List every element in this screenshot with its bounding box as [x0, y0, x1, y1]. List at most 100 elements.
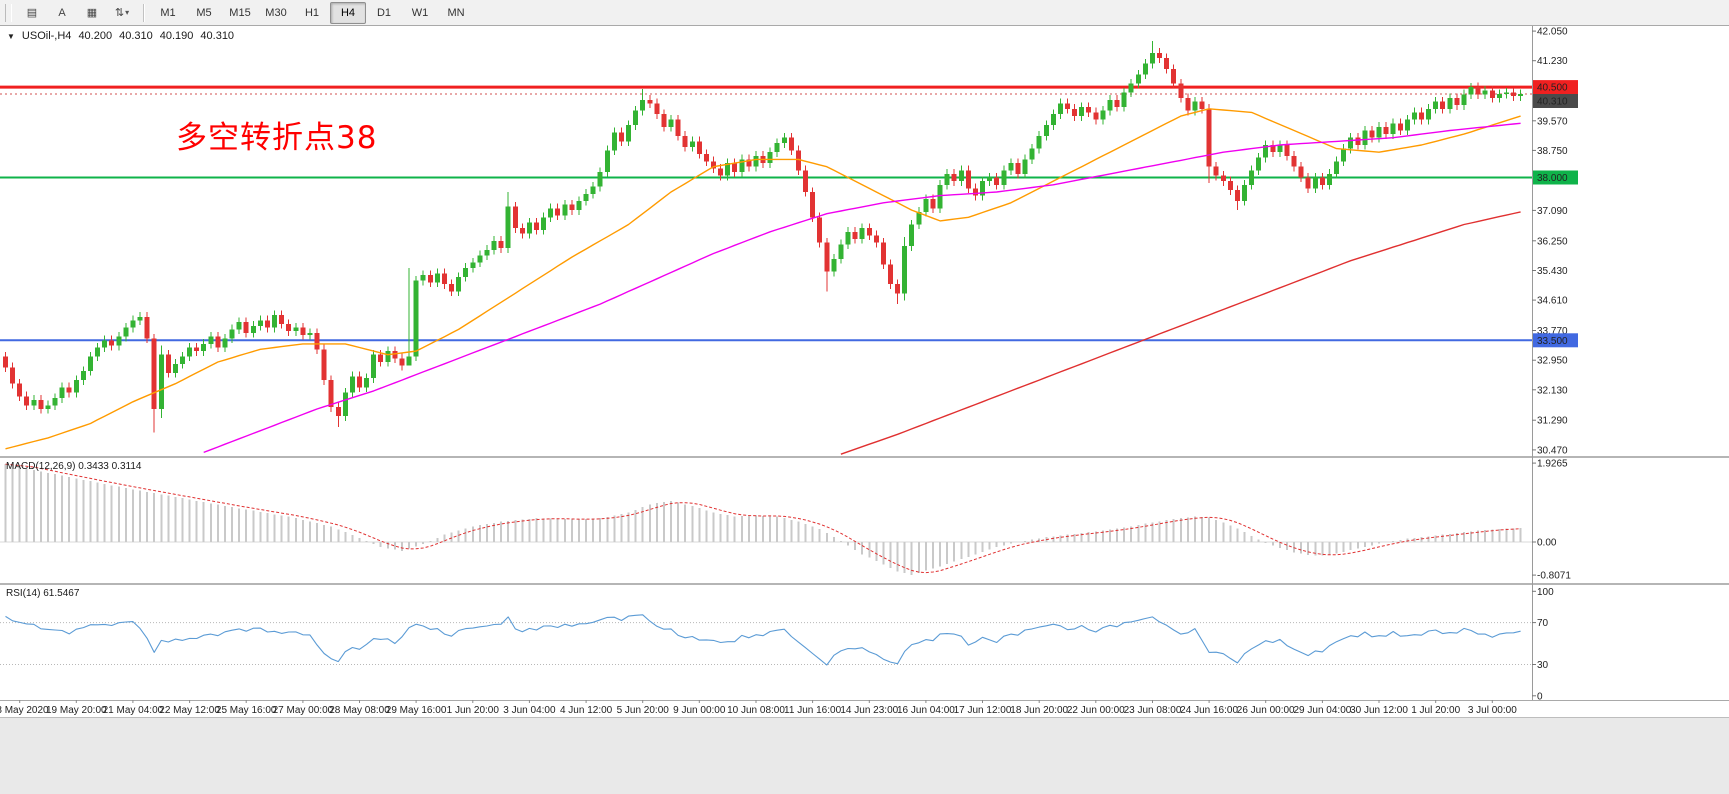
svg-text:31.290: 31.290 — [1537, 416, 1568, 427]
timeframe-button-d1[interactable]: D1 — [376, 6, 392, 19]
svg-text:100: 100 — [1537, 587, 1554, 598]
svg-text:9 Jun 00:00: 9 Jun 00:00 — [673, 705, 726, 716]
macd-label: MACD(12,26,9) 0.3433 0.3114 — [6, 461, 142, 472]
svg-text:10 Jun 08:00: 10 Jun 08:00 — [727, 705, 785, 716]
svg-text:24 Jun 16:00: 24 Jun 16:00 — [1180, 705, 1238, 716]
svg-text:17 Jun 12:00: 17 Jun 12:00 — [954, 705, 1012, 716]
macd-axis[interactable]: 1.9265 0.00 -0.8071 — [1532, 459, 1571, 582]
ma-slow-red — [840, 211, 1521, 455]
svg-text:18 Jun 20:00: 18 Jun 20:00 — [1010, 705, 1068, 716]
ohlc-high: 40.310 — [119, 30, 153, 42]
svg-text:36.250: 36.250 — [1537, 236, 1568, 247]
svg-text:42.050: 42.050 — [1537, 27, 1568, 38]
svg-text:40.310: 40.310 — [1537, 97, 1568, 108]
chart-shift-icon[interactable]: ▤ — [26, 7, 38, 19]
svg-text:0: 0 — [1537, 691, 1543, 702]
svg-text:37.090: 37.090 — [1537, 206, 1568, 217]
svg-text:21 May 04:00: 21 May 04:00 — [103, 705, 164, 716]
svg-text:32.950: 32.950 — [1537, 356, 1568, 367]
bottom-strip — [0, 717, 1729, 794]
svg-text:32.130: 32.130 — [1537, 385, 1568, 396]
svg-text:35.430: 35.430 — [1537, 266, 1568, 277]
svg-text:30 Jun 12:00: 30 Jun 12:00 — [1350, 705, 1408, 716]
symbol-ohlc-line: ▼ USOil-,H4 40.200 40.310 40.190 40.310 — [7, 30, 234, 42]
candlesticks — [3, 40, 1524, 433]
svg-text:30.470: 30.470 — [1537, 445, 1568, 456]
svg-text:27 May 00:00: 27 May 00:00 — [273, 705, 334, 716]
text-label-icon[interactable]: A — [58, 6, 66, 19]
toolbar-separator — [143, 3, 144, 22]
macd-signal-line — [5, 463, 1521, 574]
timeframe-button-m1[interactable]: M1 — [160, 6, 176, 19]
svg-text:16 Jun 04:00: 16 Jun 04:00 — [897, 705, 955, 716]
svg-text:5 Jun 20:00: 5 Jun 20:00 — [617, 705, 670, 716]
rsi-levels — [0, 622, 1532, 665]
svg-text:11 Jun 16:00: 11 Jun 16:00 — [784, 705, 842, 716]
macd-histogram — [4, 464, 1522, 575]
price-axis[interactable]: 42.050 41.230 39.570 38.750 37.090 36.250 35.4… — [1532, 27, 1578, 457]
ohlc-low: 40.190 — [159, 30, 194, 42]
chart-background — [0, 0, 1729, 717]
price-badge-40.500: 40.500 — [1533, 80, 1578, 95]
objects-list-icon[interactable]: ▦ — [86, 7, 98, 19]
ohlc-open: 40.200 — [78, 30, 113, 42]
svg-text:22 Jun 00:00: 22 Jun 00:00 — [1067, 705, 1125, 716]
timeframe-button-group: M1 M5 M15 M30 H1 H4 D1 W1 MN — [150, 1, 474, 24]
svg-text:19 May 20:00: 19 May 20:00 — [46, 705, 107, 716]
svg-text:30: 30 — [1537, 660, 1549, 671]
chinese-annotation: 多空转折点38 — [176, 120, 378, 156]
indicators-icon[interactable]: ⇅ ▾ — [114, 7, 130, 19]
svg-text:18 May 2020: 18 May 2020 — [0, 705, 49, 716]
svg-text:29 May 16:00: 29 May 16:00 — [386, 705, 447, 716]
svg-text:70: 70 — [1537, 618, 1549, 629]
svg-text:33.500: 33.500 — [1537, 336, 1568, 347]
timeframe-button-mn[interactable]: MN — [447, 6, 465, 19]
svg-text:33.770: 33.770 — [1537, 326, 1568, 337]
top-toolbar: ▤ A ▦ ⇅ ▾ M1 M5 M15 M30 H1 H4 D1 W1 MN — [0, 0, 1729, 26]
svg-text:38.000: 38.000 — [1537, 173, 1568, 184]
timeframe-button-h4[interactable]: H4 — [330, 1, 366, 24]
svg-text:1.9265: 1.9265 — [1537, 459, 1568, 470]
rsi-label: RSI(14) 61.5467 — [6, 588, 80, 599]
svg-text:28 May 08:00: 28 May 08:00 — [329, 705, 390, 716]
ma-mid-magenta — [203, 122, 1521, 454]
svg-text:3 Jul 00:00: 3 Jul 00:00 — [1468, 705, 1517, 716]
timeframe-button-m5[interactable]: M5 — [196, 6, 212, 19]
price-badge-33.500: 33.500 — [1533, 333, 1578, 348]
svg-text:39.570: 39.570 — [1537, 116, 1568, 127]
symbol-marker-icon[interactable]: ▼ — [7, 31, 15, 41]
macd-splitter[interactable] — [0, 456, 1729, 458]
ma-fast-orange — [5, 108, 1521, 450]
svg-text:3 Jun 04:00: 3 Jun 04:00 — [503, 705, 556, 716]
svg-text:40.500: 40.500 — [1537, 83, 1568, 94]
svg-text:34.610: 34.610 — [1537, 296, 1568, 307]
svg-text:22 May 12:00: 22 May 12:00 — [159, 705, 220, 716]
svg-text:0.00: 0.00 — [1537, 538, 1557, 549]
timeframe-button-m15[interactable]: M15 — [229, 6, 251, 19]
rsi-axis[interactable]: 100 70 30 0 — [1532, 587, 1554, 703]
ohlc-close: 40.310 — [200, 30, 235, 42]
timeframe-button-h1[interactable]: H1 — [304, 6, 320, 19]
svg-text:4 Jun 12:00: 4 Jun 12:00 — [560, 705, 613, 716]
toolbar-icon-group: ▤ A ▦ ⇅ ▾ — [17, 2, 137, 24]
price-badge-38.000: 38.000 — [1533, 170, 1578, 185]
timeframe-button-w1[interactable]: W1 — [411, 6, 429, 19]
svg-text:1 Jul 20:00: 1 Jul 20:00 — [1411, 705, 1460, 716]
svg-text:29 Jun 04:00: 29 Jun 04:00 — [1293, 705, 1351, 716]
svg-text:41.230: 41.230 — [1537, 56, 1568, 67]
symbol-name: USOil-,H4 — [21, 30, 72, 42]
svg-text:38.750: 38.750 — [1537, 146, 1568, 157]
svg-text:-0.8071: -0.8071 — [1537, 571, 1571, 582]
svg-text:23 Jun 08:00: 23 Jun 08:00 — [1124, 705, 1182, 716]
svg-text:25 May 16:00: 25 May 16:00 — [216, 705, 277, 716]
svg-text:1 Jun 20:00: 1 Jun 20:00 — [447, 705, 500, 716]
rsi-splitter[interactable] — [0, 583, 1729, 585]
timeframe-button-m30[interactable]: M30 — [265, 6, 287, 19]
svg-text:26 Jun 00:00: 26 Jun 00:00 — [1237, 705, 1295, 716]
toolbar-grip[interactable] — [5, 3, 12, 22]
price-badge-current: 40.310 — [1533, 94, 1578, 108]
rsi-line — [5, 614, 1521, 666]
